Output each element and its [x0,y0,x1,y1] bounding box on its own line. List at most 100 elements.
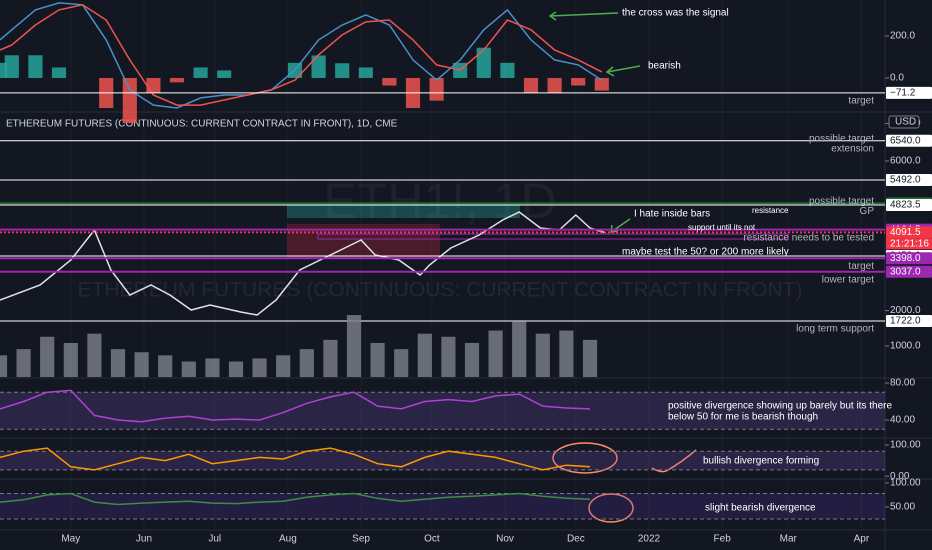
annotation: positive divergence showing up barely bu… [668,401,892,412]
level-note: possible target [809,133,874,144]
level-box [886,265,932,278]
volume-bar [512,321,527,377]
histogram-bar [217,70,232,78]
y-tick-label: 6000.0 [890,156,921,167]
annotation: I hate inside bars [634,209,710,220]
level-box [886,134,932,147]
histogram-bar [523,77,539,94]
level-box [886,252,932,265]
y-tick-label: 40.00 [890,415,915,426]
volume-bar [228,361,244,377]
x-tick-label: Jul [208,534,221,545]
annotation: slight bearish divergence [705,503,816,514]
volume-bar [299,349,314,377]
y-tick-label: 0.0 [890,73,904,84]
y-tick-label: 200.0 [890,31,915,42]
y-tick-label: 2000.0 [890,305,921,316]
level-label: 6540.0 [890,135,921,146]
level-note: long term support [796,324,874,335]
volume-bar [488,330,503,377]
histogram-bar [28,55,43,78]
annotation: below 50 for me is bearish though [668,412,818,423]
level-label: 5492.0 [890,175,921,186]
y-tick-label: 50.00 [890,502,915,513]
histogram-bar [382,77,397,86]
volume-bar [87,333,102,377]
level-box [886,198,932,211]
band-fill [0,451,885,470]
volume-bar [252,358,267,377]
volume-bar [464,342,480,377]
x-tick-label: May [61,534,80,545]
histogram-bar [146,77,161,94]
x-tick-label: Sep [352,534,370,545]
volume-bar [63,342,78,377]
volume-bar [441,336,456,377]
histogram-bar [594,77,609,91]
histogram-bar [335,63,350,78]
annotation: the cross was the signal [622,8,729,19]
x-tick-label: Nov [496,534,514,545]
x-tick-label: Dec [567,534,585,545]
histogram-bar [122,77,137,124]
currency-box [888,115,920,129]
volume-bar [276,355,291,377]
level-box [886,86,932,99]
green-zone [287,204,520,218]
x-tick-label: Aug [279,534,297,545]
countdown-box [886,238,932,250]
volume-bar [16,349,31,377]
volume-bar [582,339,598,377]
volume-bar [535,333,550,377]
volume-bar [158,355,173,377]
symbol-title: ETHEREUM FUTURES (CONTINUOUS: CURRENT CO… [6,119,398,130]
annotation: support until its not [688,223,756,232]
series-line [0,211,605,316]
series-line [0,4,603,106]
watermark-name: ETHEREUM FUTURES (CONTINUOUS: CURRENT CO… [78,279,803,302]
annotation: bearish [648,61,681,72]
histogram-bar [500,62,515,78]
currency: USD [895,117,916,128]
histogram-bar [547,77,562,94]
histogram-bar [571,77,586,86]
level-note: resistance needs to be tested [743,232,874,243]
volume-bar [134,352,149,377]
volume-bar [181,361,196,377]
y-tick-label: 0.00 [890,471,910,482]
volume-bar [323,339,338,377]
level-label: 1722.0 [890,316,921,327]
series-line [0,492,591,506]
level-note: target [848,261,874,272]
volume-bar [559,330,574,377]
level-label: 4091.5 [890,227,921,238]
drawings [552,442,697,523]
y-tick-label: 100.00 [890,440,921,451]
series-line [0,2,603,109]
volume-bar [394,349,409,377]
band-fill [0,392,885,430]
countdown: 21:21:16 [890,239,929,250]
level-note: extension [831,143,874,154]
x-tick-label: Apr [854,534,870,545]
y-tick-label: 80.00 [890,378,915,389]
level-label: −71.2 [890,88,916,99]
x-tick-label: Feb [714,534,732,545]
histogram-bar [311,55,326,78]
watermark: ETH1!, 1D [323,173,556,229]
histogram-bar [51,67,67,78]
level-box [886,173,932,186]
volume-bar [370,342,385,377]
histogram-bar [169,77,185,83]
level-note: target [848,96,874,107]
volume-bar [0,355,8,377]
level-note: GP [860,206,875,217]
level-label: 3037.0 [890,266,921,277]
x-tick-label: Oct [424,534,440,545]
level-box [886,314,932,327]
series-line [0,389,591,423]
volume-bar [110,349,126,377]
x-tick-label: Mar [780,534,798,545]
y-tick-label: 100.00 [890,478,921,489]
